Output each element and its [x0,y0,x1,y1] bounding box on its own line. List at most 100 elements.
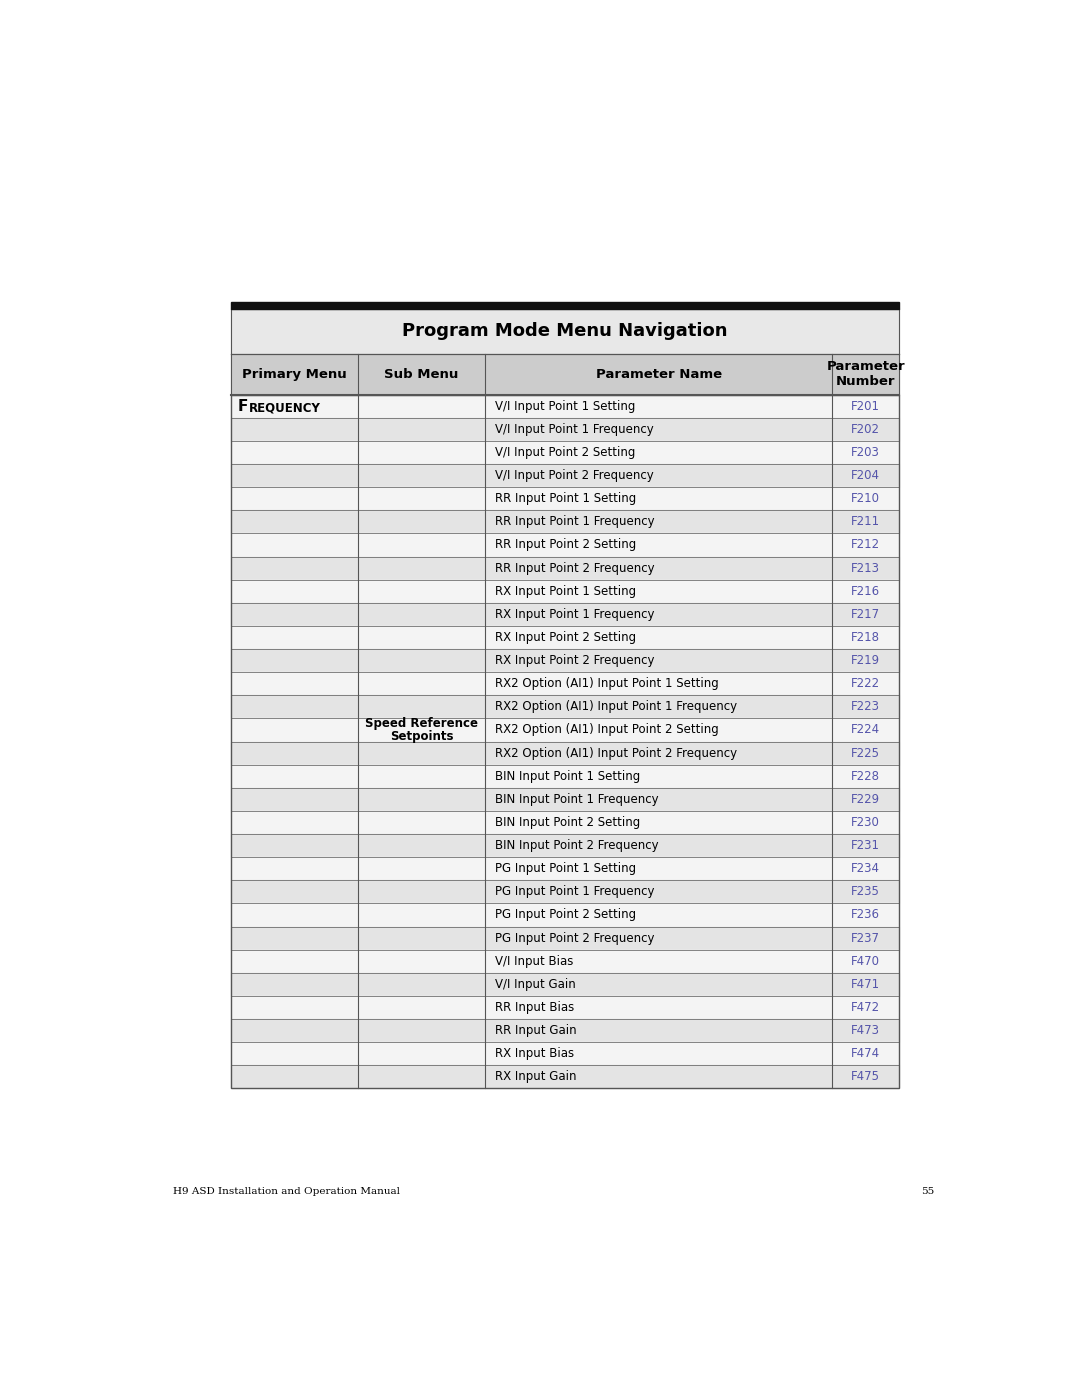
Bar [231,441,900,464]
Bar [231,810,900,834]
Bar [231,626,900,650]
Bar [231,972,900,996]
Text: F473: F473 [851,1024,880,1037]
Bar [231,418,900,441]
Text: RX2 Option (AI1) Input Point 2 Setting: RX2 Option (AI1) Input Point 2 Setting [495,724,719,736]
Text: F217: F217 [851,608,880,620]
Bar [231,672,900,696]
Text: F219: F219 [851,654,880,668]
Bar [231,950,900,972]
Text: F236: F236 [851,908,880,922]
Text: F228: F228 [851,770,880,782]
Bar [231,602,900,626]
Text: Sub Menu: Sub Menu [384,367,459,380]
Text: RX Input Gain: RX Input Gain [495,1070,577,1083]
Bar [231,926,900,950]
Text: PG Input Point 2 Setting: PG Input Point 2 Setting [495,908,636,922]
Text: Setpoints: Setpoints [390,729,454,743]
Bar [231,742,900,764]
Text: V/I Input Gain: V/I Input Gain [495,978,576,990]
Bar [231,309,900,353]
Text: F229: F229 [851,793,880,806]
Text: F203: F203 [851,446,880,460]
Text: F201: F201 [851,400,880,412]
Bar [231,556,900,580]
Text: Parameter
Number: Parameter Number [826,360,905,388]
Bar [231,534,900,556]
Text: F224: F224 [851,724,880,736]
Text: F211: F211 [851,515,880,528]
Text: RX Input Point 1 Frequency: RX Input Point 1 Frequency [495,608,654,620]
Bar [231,1018,900,1042]
Text: PG Input Point 1 Frequency: PG Input Point 1 Frequency [495,886,654,898]
Bar [231,302,900,309]
Bar [231,718,900,742]
Text: F204: F204 [851,469,880,482]
Text: V/I Input Point 2 Frequency: V/I Input Point 2 Frequency [495,469,653,482]
Text: RR Input Gain: RR Input Gain [495,1024,577,1037]
Text: F222: F222 [851,678,880,690]
Text: F474: F474 [851,1048,880,1060]
Text: F472: F472 [851,1002,880,1014]
Text: Program Mode Menu Navigation: Program Mode Menu Navigation [403,323,728,339]
Bar [231,858,900,880]
Bar [231,880,900,904]
Text: F223: F223 [851,700,880,714]
Text: V/I Input Point 1 Frequency: V/I Input Point 1 Frequency [495,423,653,436]
Text: F231: F231 [851,840,880,852]
Text: H9 ASD Installation and Operation Manual: H9 ASD Installation and Operation Manual [173,1187,400,1196]
Text: V/I Input Point 2 Setting: V/I Input Point 2 Setting [495,446,635,460]
Bar [231,696,900,718]
Text: F210: F210 [851,492,880,506]
Text: PG Input Point 2 Frequency: PG Input Point 2 Frequency [495,932,654,944]
Text: BIN Input Point 1 Frequency: BIN Input Point 1 Frequency [495,793,659,806]
Bar [231,1066,900,1088]
Bar [231,834,900,858]
Text: RX2 Option (AI1) Input Point 1 Setting: RX2 Option (AI1) Input Point 1 Setting [495,678,719,690]
Text: F: F [238,398,248,414]
Bar [231,353,900,394]
Bar [231,1042,900,1066]
Bar [231,788,900,810]
Text: BIN Input Point 2 Frequency: BIN Input Point 2 Frequency [495,840,659,852]
Text: V/I Input Point 1 Setting: V/I Input Point 1 Setting [495,400,635,412]
Text: F218: F218 [851,631,880,644]
Bar [231,510,900,534]
Text: RR Input Point 1 Setting: RR Input Point 1 Setting [495,492,636,506]
Text: PG Input Point 1 Setting: PG Input Point 1 Setting [495,862,636,876]
Text: RX Input Point 2 Setting: RX Input Point 2 Setting [495,631,636,644]
Text: RR Input Bias: RR Input Bias [495,1002,575,1014]
Text: F230: F230 [851,816,880,828]
Text: RX2 Option (AI1) Input Point 1 Frequency: RX2 Option (AI1) Input Point 1 Frequency [495,700,738,714]
Bar [231,650,900,672]
Text: RR Input Point 2 Setting: RR Input Point 2 Setting [495,538,636,552]
Text: F471: F471 [851,978,880,990]
Bar [231,764,900,788]
Text: F237: F237 [851,932,880,944]
Text: RX Input Bias: RX Input Bias [495,1048,575,1060]
Bar [231,488,900,510]
Text: BIN Input Point 2 Setting: BIN Input Point 2 Setting [495,816,640,828]
Text: RX2 Option (AI1) Input Point 2 Frequency: RX2 Option (AI1) Input Point 2 Frequency [495,746,738,760]
Text: F475: F475 [851,1070,880,1083]
Bar [231,580,900,602]
Text: Speed Reference: Speed Reference [365,717,478,731]
Text: F213: F213 [851,562,880,574]
Text: RX Input Point 2 Frequency: RX Input Point 2 Frequency [495,654,654,668]
Text: RR Input Point 1 Frequency: RR Input Point 1 Frequency [495,515,654,528]
Bar [231,394,900,1088]
Text: Primary Menu: Primary Menu [242,367,347,380]
Text: F202: F202 [851,423,880,436]
Bar [231,394,900,418]
Bar [231,996,900,1018]
Text: F212: F212 [851,538,880,552]
Text: F470: F470 [851,954,880,968]
Bar [231,904,900,926]
Text: REQUENCY: REQUENCY [248,401,321,415]
Text: RX Input Point 1 Setting: RX Input Point 1 Setting [495,585,636,598]
Text: F216: F216 [851,585,880,598]
Text: Parameter Name: Parameter Name [596,367,721,380]
Text: 55: 55 [921,1187,934,1196]
Text: F235: F235 [851,886,880,898]
Text: RR Input Point 2 Frequency: RR Input Point 2 Frequency [495,562,654,574]
